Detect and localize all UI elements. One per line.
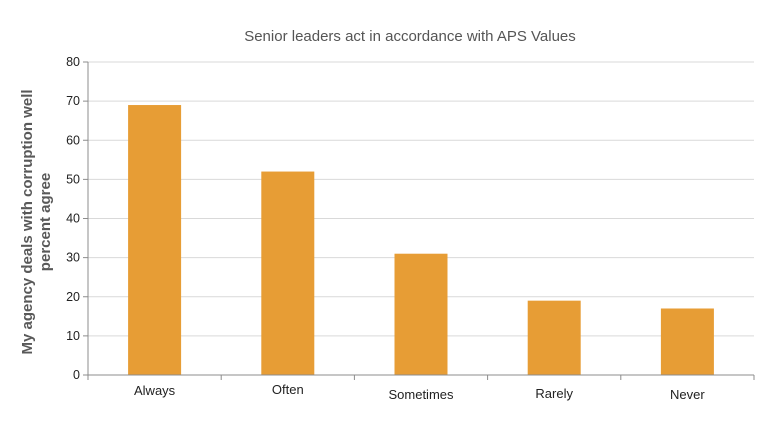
x-tick-labels: Always Often Sometimes Rarely Never — [134, 382, 705, 402]
y-tick-label: 50 — [66, 172, 80, 186]
y-tick-label: 10 — [66, 329, 80, 343]
bar-often — [261, 171, 315, 375]
y-axis-title: My agency deals with corruption well per… — [19, 89, 54, 354]
y-tick-label: 20 — [66, 290, 80, 304]
bar-never — [660, 308, 714, 375]
y-axis-title-line-2: percent agree — [37, 173, 54, 271]
bars — [128, 105, 714, 375]
x-tick-label-never: Never — [670, 387, 705, 402]
y-axis-title-line-1: My agency deals with corruption well — [19, 89, 36, 354]
bar-rarely — [527, 300, 581, 375]
bar-sometimes — [394, 253, 448, 375]
y-tick-label: 60 — [66, 133, 80, 147]
x-tick-label-always: Always — [134, 383, 176, 398]
y-tick-label: 30 — [66, 251, 80, 265]
y-tick-label: 70 — [66, 94, 80, 108]
bar-always — [128, 105, 182, 375]
axes — [83, 61, 755, 380]
x-tick-label-rarely: Rarely — [535, 386, 573, 401]
y-tick-labels: 0 10 20 30 40 50 60 70 80 — [66, 55, 80, 382]
chart-title: Senior leaders act in accordance with AP… — [244, 28, 576, 45]
x-tick-label-often: Often — [272, 382, 304, 397]
y-tick-label: 0 — [73, 368, 80, 382]
x-tick-label-sometimes: Sometimes — [388, 387, 454, 402]
y-tick-label: 40 — [66, 212, 80, 226]
y-tick-label: 80 — [66, 55, 80, 69]
